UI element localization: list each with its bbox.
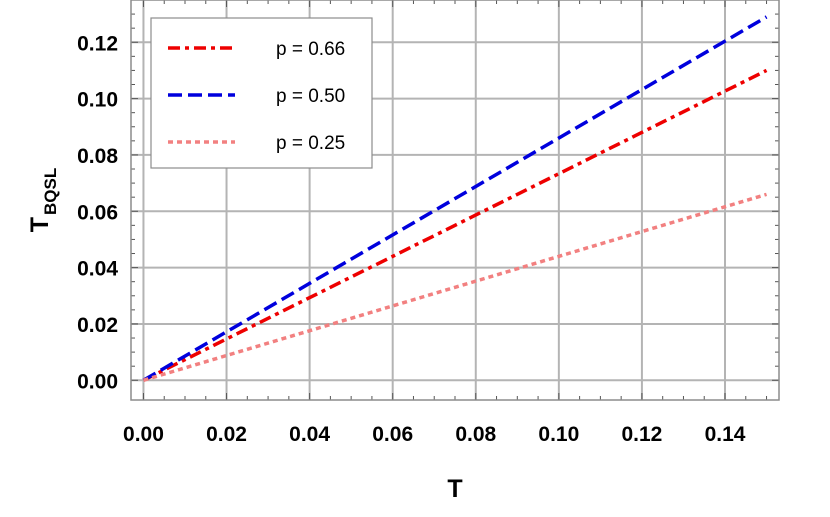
series-group [142,15,768,382]
y-axis-label-sub: BQSL [41,168,60,215]
x-tick-label: 0.00 [123,423,164,446]
x-tick-label: 0.04 [289,423,330,446]
y-tick-label: 0.06 [77,201,118,224]
y-tick-label: 0.10 [77,89,118,112]
x-axis-label: T [447,475,462,503]
plot-frame [130,0,780,401]
y-tick-label: 0.08 [77,145,118,168]
y-axis-label-main: T [26,217,54,232]
y-tick-label: 0.04 [77,258,118,281]
series-line-2 [142,15,768,382]
x-tick-label: 0.12 [621,423,662,446]
x-tick-label: 0.02 [206,423,247,446]
x-tick-label: 0.10 [538,423,579,446]
x-tick-label: 0.06 [372,423,413,446]
series-line-1 [142,68,768,382]
series-line-3 [142,192,768,382]
legend: p = 0.66 p = 0.50 p = 0.25 [150,17,373,169]
x-tick-labels: 0.00 0.02 0.04 0.06 0.08 0.10 0.12 0.14 [123,423,746,446]
legend-label-2: p = 0.50 [276,86,345,107]
y-tick-label: 0.00 [77,370,118,393]
legend-label-3: p = 0.25 [276,133,345,154]
y-tick-label: 0.12 [77,32,118,55]
y-tick-labels: 0.00 0.02 0.04 0.06 0.08 0.10 0.12 [77,32,118,393]
legend-label-1: p = 0.66 [276,39,345,60]
x-tick-label: 0.08 [455,423,496,446]
y-tick-label: 0.02 [77,314,118,337]
y-axis-label: T BQSL [26,168,60,233]
x-tick-label: 0.14 [705,423,746,446]
svg-text:TBQSL: T BQSL [26,168,60,233]
